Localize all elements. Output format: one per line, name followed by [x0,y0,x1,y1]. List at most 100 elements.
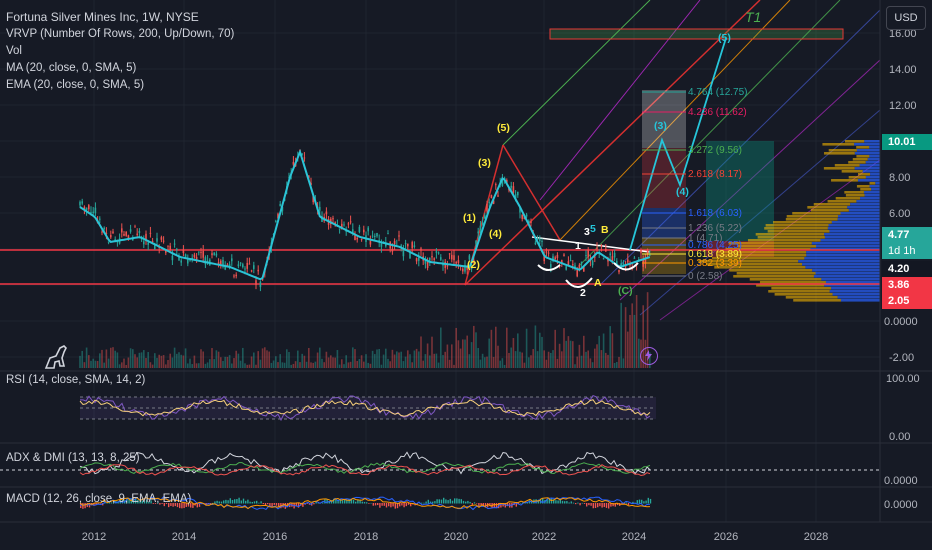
volume-bar [215,350,218,368]
macd-hist-bar [324,499,326,504]
price-axis[interactable]: 16.00 14.00 12.00 8.00 6.00 0.0000 -2.00… [884,28,920,511]
volume-bar [611,333,614,368]
volume-bar [332,357,334,368]
candle-body [332,218,334,220]
candle-body [490,195,493,199]
volume-indicator-label[interactable]: Vol [6,45,22,57]
vp-row-up [759,281,826,284]
volume-bar [420,336,422,368]
vp-row-up [728,242,812,245]
candle-body [534,242,537,245]
candle-body [259,281,262,288]
fib-level-label: 4.236 (11.62) [688,107,747,118]
vp-row-down [821,278,880,281]
volume-bar [83,362,86,368]
rsi-pane-title[interactable]: RSI (14, close, SMA, 14, 2) [6,374,146,386]
volume-bar [92,358,94,368]
volume-bar [244,363,246,368]
candle-body [457,260,460,264]
ema-indicator-label[interactable]: EMA (20, close, 0, SMA, 5) [6,79,145,91]
volume-bar [347,362,350,368]
volume-bar [165,364,167,368]
macd-hist-bar [245,500,247,504]
candle-body [151,241,154,243]
time-axis[interactable]: 2012 2014 2016 2018 2020 2022 2024 2026 … [82,531,828,543]
macd-hist-bar [394,503,396,509]
lightning-icon[interactable] [640,347,658,365]
macd-hist-bar [476,503,478,504]
candle-body [569,260,572,262]
candle-body [618,269,620,273]
macd-hist-bar [110,502,113,504]
macd-hist-bar [374,503,377,506]
macd-pane-title[interactable]: MACD (12, 26, close, 9, EMA, EMA) [6,493,192,505]
candle-body [277,213,279,219]
candle-body [369,240,372,245]
candle-body [220,260,222,265]
time-label: 2024 [622,531,646,543]
candle-body [145,233,147,241]
proj-3-label: (3) [654,120,667,132]
macd-hist-bar [216,500,218,504]
vp-row-up [772,221,832,224]
volume-bar [209,359,211,368]
candle-body [596,247,598,249]
target-zone-box[interactable] [549,28,844,40]
macd-hist-bar [396,503,399,509]
volume-bar [123,358,125,368]
candle-body [367,227,369,232]
price-label: 0.0000 [884,316,918,328]
macd-hist-bar [190,503,192,508]
macd-hist-bar [597,503,599,508]
vp-row-up [827,200,857,203]
volume-bar [543,350,545,368]
macd-hist-bar [500,503,502,508]
vp-row-up [733,275,814,278]
projection-path[interactable] [629,37,727,251]
wave-1-label: (1) [463,212,476,224]
macd-hist-bar [572,502,575,504]
time-label: 2022 [532,531,556,543]
candle-body [627,259,629,263]
ma-indicator-label[interactable]: MA (20, close, 0, SMA, 5) [6,62,137,74]
macd-hist-bar [627,503,630,505]
candle-body [101,231,103,233]
volume-bar [217,351,220,368]
candle-body [125,231,127,236]
adx-pane-title[interactable]: ADX & DMI (13, 13, 8, 25) [6,452,140,464]
vp-row-up [736,272,816,275]
position-profit-zone[interactable] [706,141,774,241]
symbol-title[interactable]: Fortuna Silver Mines Inc, 1W, NYSE [6,10,199,24]
candle-body [200,251,202,253]
volume-bar [382,354,385,368]
macd-hist-bar [647,497,649,504]
time-label: 2020 [444,531,468,543]
volume-bar [330,355,332,368]
macd-hist-bar [183,503,185,509]
vp-row-down [829,290,880,293]
volume-bar [539,332,541,368]
vp-row-down [870,173,880,176]
candle-body [352,229,354,233]
volume-bar [312,362,314,368]
macd-hist-bar [154,503,157,504]
volume-bar [600,350,603,368]
currency-button[interactable]: USD [886,6,926,30]
macd-hist-bar [143,501,146,504]
vp-row-up [716,254,807,257]
volume-bar [224,356,226,368]
volume-bar [173,347,176,368]
macd-hist-bar [623,503,625,505]
volume-bar [613,362,616,368]
volume-bar [261,348,264,368]
vrvp-indicator-label[interactable]: VRVP (Number Of Rows, 200, Up/Down, 70) [6,28,235,40]
volume-bar [624,307,627,368]
volume-bar [140,352,143,368]
macd-hist-bar [632,501,634,504]
vp-row-up [715,251,807,254]
candle-body [477,231,479,234]
candle-body [510,185,512,188]
price-tag-ma: 4.20 [882,261,932,277]
macd-hist-bar [427,499,429,504]
